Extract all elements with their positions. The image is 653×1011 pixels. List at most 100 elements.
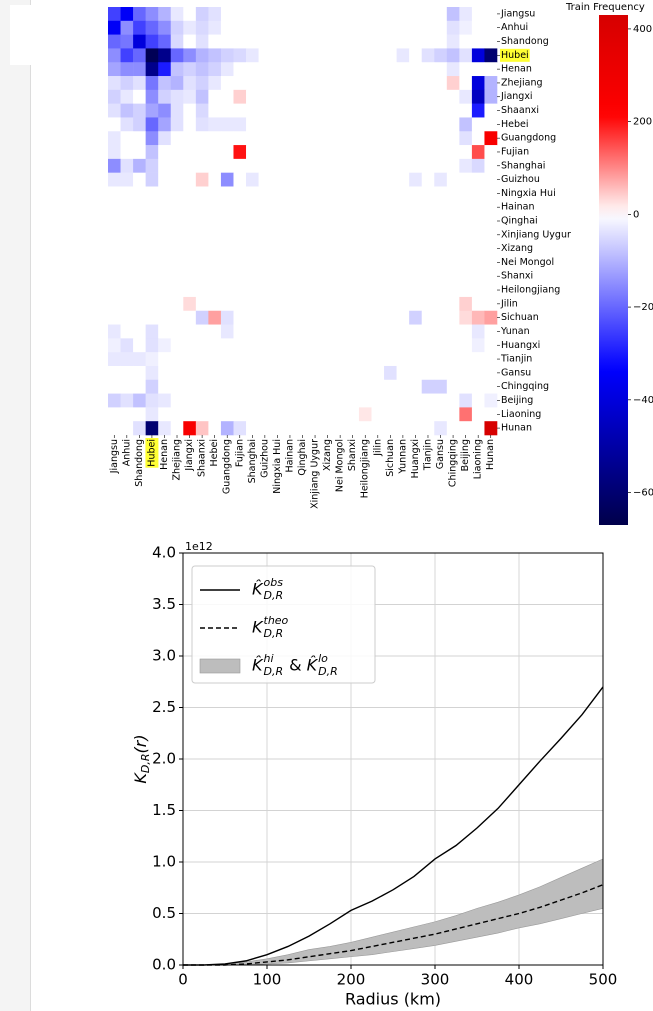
- heatmap-cell: [296, 310, 310, 325]
- heatmap-cell: [145, 103, 159, 118]
- heatmap-cell: [233, 48, 247, 63]
- heatmap-cell: [296, 172, 310, 187]
- heatmap-cell: [220, 48, 234, 63]
- row-label: Hunan: [501, 423, 532, 434]
- heatmap-cell: [446, 352, 460, 367]
- heatmap-cell: [484, 62, 498, 77]
- heatmap-cell: [484, 20, 498, 35]
- heatmap-cell: [446, 407, 460, 422]
- heatmap-cell: [396, 241, 410, 256]
- heatmap-cell: [358, 76, 372, 91]
- legend-label-sub: D,R: [318, 665, 338, 678]
- heatmap-cell: [271, 117, 284, 132]
- heatmap-cell: [321, 62, 335, 77]
- heatmap-cell: [220, 214, 234, 229]
- heatmap-cell: [220, 283, 234, 298]
- heatmap-cell: [271, 200, 284, 215]
- heatmap-cell: [133, 338, 146, 353]
- heatmap-cell: [258, 131, 272, 146]
- heatmap-cell: [471, 379, 485, 394]
- heatmap-cell: [396, 200, 410, 215]
- heatmap-cell: [321, 421, 335, 436]
- heatmap-cell: [133, 379, 146, 394]
- heatmap-cell: [346, 421, 360, 436]
- heatmap-cell: [434, 62, 448, 77]
- heatmap-cell: [484, 269, 498, 284]
- heatmap-cell: [271, 352, 284, 367]
- heatmap-cell: [296, 352, 310, 367]
- heatmap-cell: [195, 145, 209, 160]
- label-highlight: [145, 438, 159, 468]
- heatmap-cell: [271, 241, 284, 256]
- heatmap-cell: [459, 117, 473, 132]
- heatmap-cell: [358, 352, 372, 367]
- heatmap-cell: [208, 365, 222, 381]
- heatmap-cell: [283, 227, 297, 243]
- heatmap-cell: [396, 269, 410, 284]
- heatmap-cell: [308, 365, 322, 381]
- heatmap-cell: [434, 131, 448, 146]
- heatmap-cell: [158, 200, 172, 215]
- heatmap-cell: [421, 34, 435, 49]
- thumbnail-box: [10, 5, 47, 65]
- heatmap-cell: [471, 172, 485, 187]
- heatmap-cell: [471, 269, 485, 284]
- heatmap-cell: [384, 310, 397, 325]
- heatmap-cell: [484, 296, 498, 312]
- legend-box: [191, 565, 376, 684]
- heatmap-cell: [145, 76, 159, 91]
- heatmap-cell: [358, 103, 372, 118]
- heatmap-cell: [108, 200, 121, 215]
- heatmap-cell: [108, 76, 121, 91]
- heatmap-cell: [220, 255, 234, 270]
- heatmap-cell: [246, 269, 259, 284]
- heatmap-cell: [434, 324, 448, 339]
- heatmap-cell: [358, 338, 372, 353]
- heatmap-cell: [271, 324, 284, 339]
- heatmap-cell: [446, 227, 460, 243]
- heatmap-cell: [170, 117, 184, 132]
- heatmap-cell: [434, 379, 448, 394]
- heatmap-cell: [434, 20, 448, 35]
- heatmap-cell: [308, 269, 322, 284]
- heatmap-cell: [384, 214, 397, 229]
- heatmap-cell: [120, 145, 134, 160]
- heatmap-cell: [396, 117, 410, 132]
- heatmap-cell: [459, 227, 473, 243]
- heatmap-cell: [321, 20, 335, 35]
- heatmap-cell: [258, 283, 272, 298]
- heatmap-cell: [384, 20, 397, 35]
- heatmap-cell: [233, 89, 247, 104]
- heatmap-cell: [346, 324, 360, 339]
- heatmap-cell: [409, 131, 423, 146]
- heatmap-cell: [459, 241, 473, 256]
- heatmap-cell: [346, 186, 360, 201]
- heatmap-cell: [409, 324, 423, 339]
- heatmap-cell: [471, 7, 485, 22]
- heatmap-cell: [108, 324, 121, 339]
- heatmap-cell: [421, 158, 435, 173]
- heatmap-cell: [333, 255, 347, 270]
- row-label: Guangdong: [501, 133, 556, 144]
- heatmap-cell: [296, 200, 310, 215]
- heatmap-cell: [321, 407, 335, 422]
- heatmap-cell: [484, 255, 498, 270]
- heatmap-cell: [120, 20, 134, 35]
- heatmap-cell: [271, 186, 284, 201]
- heatmap-cell: [409, 186, 423, 201]
- heatmap-cell: [233, 103, 247, 118]
- heatmap-cell: [233, 269, 247, 284]
- heatmap-cell: [133, 255, 146, 270]
- heatmap-cell: [409, 62, 423, 77]
- heatmap-cell: [484, 117, 498, 132]
- heatmap-cell: [296, 34, 310, 49]
- heatmap-cell: [358, 324, 372, 339]
- heatmap-cell: [246, 214, 259, 229]
- heatmap-cell: [321, 172, 335, 187]
- heatmap-cell: [321, 393, 335, 408]
- heatmap-cell: [145, 283, 159, 298]
- heatmap-cell: [195, 76, 209, 91]
- heatmap-cell: [446, 7, 460, 22]
- heatmap-cell: [246, 365, 259, 381]
- heatmap-cell: [333, 338, 347, 353]
